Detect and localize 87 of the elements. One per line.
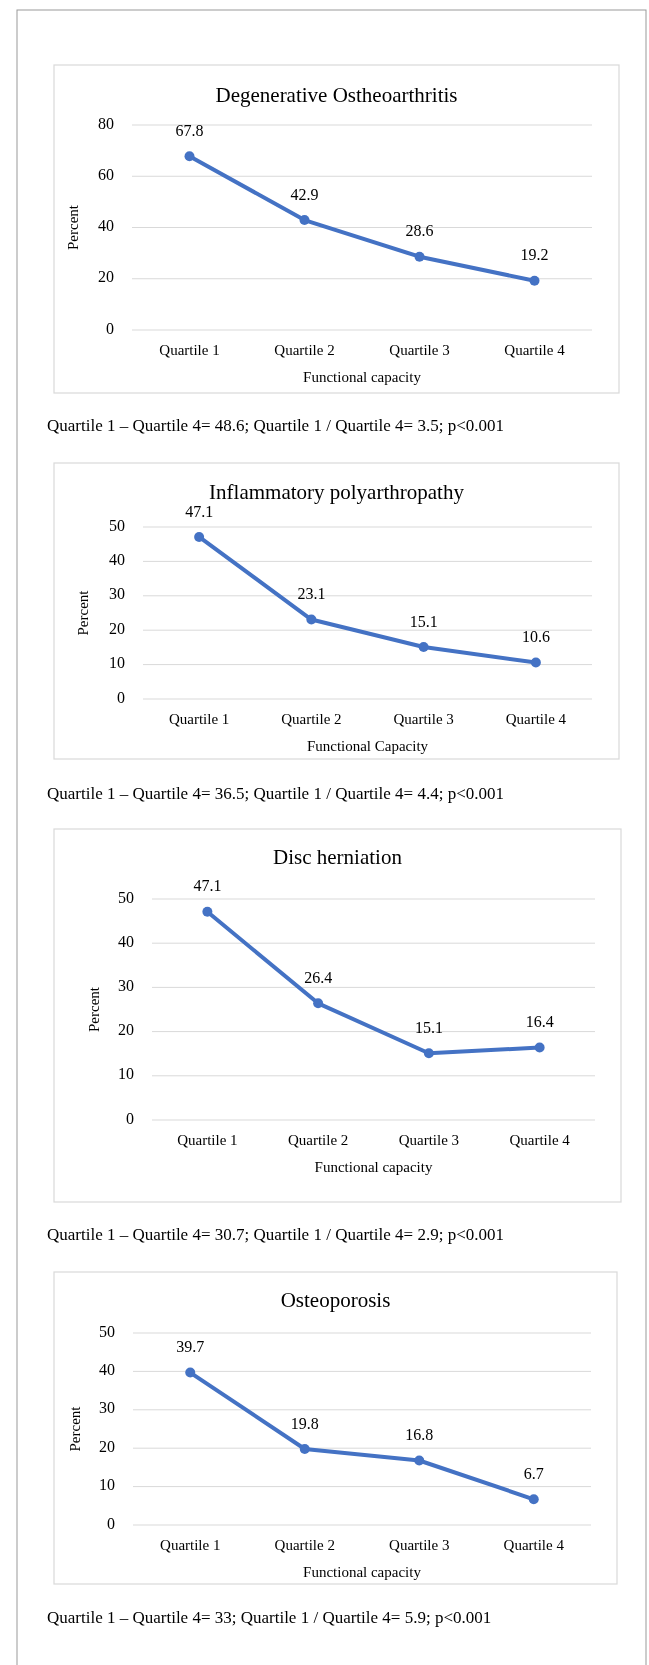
- y-tick-label: 30: [109, 585, 125, 603]
- x-tick-label: Quartile 4: [504, 342, 566, 359]
- y-tick-label: 10: [99, 1476, 115, 1494]
- point: [299, 215, 310, 226]
- x-axis-title: Functional capacity: [303, 1564, 422, 1581]
- x-tick-label: Quartile 3: [393, 711, 454, 728]
- data-label: 67.8: [175, 121, 204, 139]
- y-tick-label: 40: [118, 932, 134, 950]
- point: [534, 1042, 545, 1053]
- x-axis-title: Functional Capacity: [306, 738, 429, 755]
- y-axis-title: Percent: [67, 1405, 84, 1452]
- y-tick-label: 40: [98, 217, 114, 235]
- x-axis-title: Functional capacity: [314, 1159, 433, 1176]
- data-label: 10.6: [521, 628, 550, 646]
- x-tick-label: Quartile 1: [159, 342, 220, 359]
- x-tick-label: Quartile 2: [281, 711, 342, 728]
- chart-title: Osteoporosis: [280, 1287, 391, 1312]
- y-tick-label: 50: [99, 1322, 115, 1340]
- text: Quartile 1 – Quartile 4= 33; Quartile 1 / Quartile 4= 5.9; p<0.001: [47, 1607, 492, 1627]
- x-tick-label: Quartile 1: [177, 1132, 238, 1149]
- point: [530, 657, 541, 668]
- x-tick-label: Quartile 1: [168, 711, 230, 728]
- point: [202, 906, 213, 917]
- y-axis-title: Percent: [65, 204, 82, 250]
- y-tick-label: 30: [118, 977, 134, 995]
- data-label: 28.6: [405, 222, 434, 240]
- y-tick-label: 30: [99, 1399, 115, 1417]
- data-label: 19.8: [290, 1414, 319, 1432]
- x-tick-label: Quartile 2: [287, 1132, 349, 1149]
- data-label: 16.8: [405, 1426, 434, 1444]
- data-label: 15.1: [414, 1018, 443, 1036]
- point: [414, 1455, 425, 1466]
- y-tick-label: 20: [98, 268, 114, 286]
- point: [185, 1367, 196, 1378]
- x-tick-label: Quartile 2: [274, 342, 335, 359]
- data-label: 47.1: [193, 877, 222, 895]
- y-tick-label: 60: [98, 165, 114, 183]
- y-axis-title: Percent: [86, 986, 103, 1032]
- x-tick-label: Quartile 4: [505, 711, 567, 728]
- chart-title: Inflammatory polyarthropathy: [209, 479, 465, 504]
- x-tick-label: Quartile 3: [398, 1132, 460, 1149]
- point: [299, 1443, 310, 1454]
- data-label: 39.7: [176, 1338, 205, 1356]
- data-label: 23.1: [297, 585, 326, 603]
- point: [528, 1494, 539, 1505]
- x-axis-title: Functional capacity: [303, 369, 422, 386]
- y-tick-label: 50: [109, 516, 125, 534]
- text: Quartile 1 – Quartile 4= 48.6; Quartile 1 / Quartile 4= 3.5; p<0.001: [47, 415, 504, 435]
- x-tick-label: Quartile 3: [389, 1537, 450, 1554]
- y-tick-label: 20: [99, 1437, 115, 1455]
- point: [313, 998, 324, 1009]
- y-axis-title: Percent: [75, 589, 92, 636]
- x-tick-label: Quartile 1: [160, 1537, 221, 1554]
- point: [184, 151, 195, 162]
- y-tick-label: 80: [98, 114, 114, 132]
- y-tick-label: 50: [118, 888, 134, 906]
- point: [423, 1048, 434, 1059]
- data-label: 47.1: [185, 502, 214, 520]
- point: [306, 614, 317, 625]
- y-tick-label: 40: [109, 551, 125, 569]
- point: [418, 642, 429, 653]
- point: [414, 251, 425, 262]
- point: [194, 531, 205, 542]
- data-label: 6.7: [523, 1464, 544, 1482]
- y-tick-label: 20: [118, 1021, 134, 1039]
- y-tick-label: 40: [99, 1361, 115, 1379]
- y-tick-label: 10: [109, 654, 125, 672]
- x-tick-label: Quartile 2: [274, 1537, 335, 1554]
- y-tick-label: 0: [106, 319, 114, 337]
- x-tick-label: Quartile 4: [503, 1537, 565, 1554]
- data-label: 15.1: [409, 612, 438, 630]
- text: Quartile 1 – Quartile 4= 30.7; Quartile 1 / Quartile 4= 2.9; p<0.001: [47, 1224, 504, 1244]
- y-tick-label: 10: [118, 1065, 134, 1083]
- data-label: 19.2: [520, 246, 549, 264]
- x-tick-label: Quartile 4: [509, 1132, 571, 1149]
- y-tick-label: 0: [107, 1514, 115, 1532]
- x-tick-label: Quartile 3: [389, 342, 450, 359]
- data-label: 16.4: [525, 1013, 554, 1031]
- y-tick-label: 0: [126, 1109, 134, 1127]
- text: Quartile 1 – Quartile 4= 36.5; Quartile 1 / Quartile 4= 4.4; p<0.001: [47, 783, 504, 803]
- chart-title: Disc herniation: [273, 844, 403, 869]
- chart-title: Degenerative Ostheoarthritis: [215, 82, 458, 107]
- data-label: 42.9: [290, 185, 319, 203]
- y-tick-label: 0: [117, 688, 125, 706]
- y-tick-label: 20: [109, 619, 125, 637]
- data-label: 26.4: [304, 968, 333, 986]
- point: [529, 275, 540, 286]
